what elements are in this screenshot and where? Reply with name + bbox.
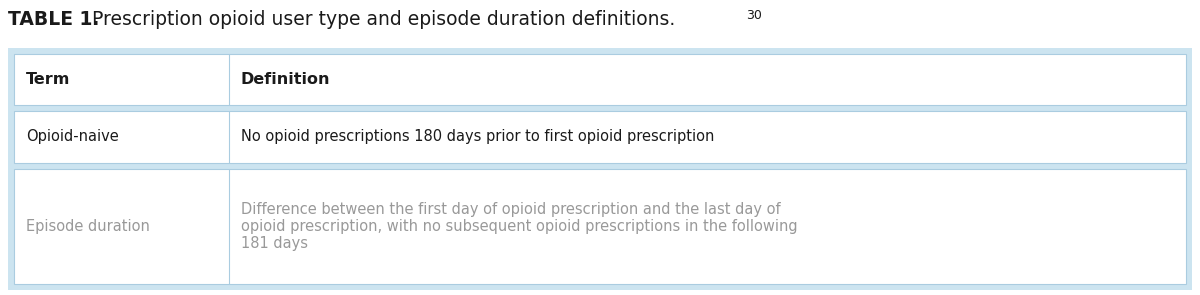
Text: Episode duration: Episode duration	[26, 219, 150, 234]
Bar	[14, 111, 1186, 163]
Text: TABLE 1.: TABLE 1.	[8, 10, 100, 29]
Bar	[14, 54, 1186, 105]
Text: Prescription opioid user type and episode duration definitions.: Prescription opioid user type and episod…	[86, 10, 676, 29]
Bar	[14, 169, 1186, 284]
Text: Definition: Definition	[241, 72, 330, 87]
Text: 30: 30	[746, 9, 762, 22]
Text: 181 days: 181 days	[241, 236, 308, 251]
Bar	[8, 48, 1192, 290]
Text: opioid prescription, with no subsequent opioid prescriptions in the following: opioid prescription, with no subsequent …	[241, 219, 798, 234]
Text: Opioid-naive: Opioid-naive	[26, 130, 119, 145]
Text: No opioid prescriptions 180 days prior to first opioid prescription: No opioid prescriptions 180 days prior t…	[241, 130, 714, 145]
Text: Term: Term	[26, 72, 71, 87]
Text: Difference between the first day of opioid prescription and the last day of: Difference between the first day of opio…	[241, 202, 781, 217]
